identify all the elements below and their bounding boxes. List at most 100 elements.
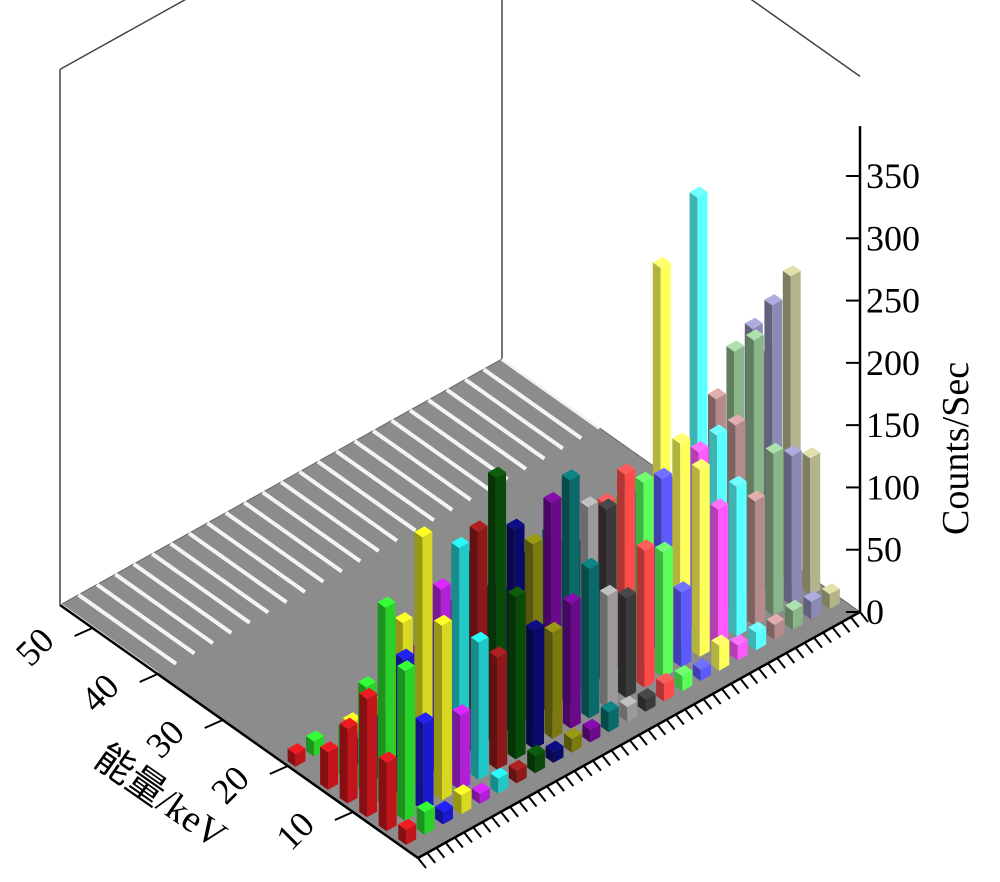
floor-row-line xyxy=(445,388,546,461)
bar-face-front xyxy=(791,450,802,606)
bar-face-top xyxy=(708,388,726,400)
x-axis-tick xyxy=(269,765,289,775)
z-tick-label: 150 xyxy=(866,405,920,445)
bar-face-front xyxy=(773,448,784,616)
bar-mark xyxy=(545,740,564,763)
row-axis-tick xyxy=(684,708,694,720)
bar-face-side xyxy=(729,639,738,661)
bar-face-side xyxy=(785,605,793,630)
floor-row-line xyxy=(279,480,380,553)
bar-face-top xyxy=(600,701,619,713)
bar-face-front xyxy=(570,598,581,729)
bar-face-top xyxy=(561,469,580,481)
bar-face-side xyxy=(545,746,554,763)
bar-face-front xyxy=(552,627,563,739)
bar-face-side xyxy=(710,504,718,647)
bar-face-front xyxy=(367,693,378,818)
bar-face-side xyxy=(415,717,424,811)
bar-mark xyxy=(674,665,693,692)
bar-face-front xyxy=(461,789,472,815)
bar-face-side xyxy=(582,724,591,743)
floor-row-line xyxy=(150,552,251,625)
row-axis-tick xyxy=(656,724,667,736)
bar-face-top xyxy=(674,665,693,677)
bar-mark xyxy=(748,621,767,651)
bar-mark xyxy=(415,712,434,811)
bar-face-top xyxy=(287,743,306,755)
z-tick-label: 300 xyxy=(866,218,920,258)
bar-face-top xyxy=(598,498,617,510)
row-axis-tick xyxy=(546,785,556,797)
row-axis-tick xyxy=(629,739,639,751)
bar-face-top xyxy=(803,590,822,602)
bar-face-side xyxy=(452,709,461,791)
bar-face-side xyxy=(656,678,664,702)
x-axis-tick xyxy=(204,719,224,729)
row-axis-tick xyxy=(748,672,759,685)
bar-face-side xyxy=(655,547,663,678)
bar-face-front xyxy=(811,596,822,620)
row-axis-tick xyxy=(813,637,823,649)
bar-face-front xyxy=(405,665,416,821)
bar-face-side xyxy=(306,736,314,757)
bar-face-front xyxy=(829,588,840,610)
row-axis-tick xyxy=(444,842,455,854)
bar-face-top xyxy=(711,634,730,646)
bar-face-top xyxy=(655,541,673,553)
bar-face-top xyxy=(470,631,489,643)
bar-face-front xyxy=(515,591,526,760)
bar-face-side xyxy=(748,627,756,651)
bar-face-top xyxy=(689,186,708,198)
row-axis-tick xyxy=(693,703,704,715)
row-axis-tick xyxy=(840,621,851,633)
bar-face-front xyxy=(645,693,656,712)
bar-face-top xyxy=(744,317,763,329)
bar-mark xyxy=(711,634,730,671)
row-axis-tick xyxy=(638,734,648,746)
bar-mark xyxy=(489,646,508,770)
row-axis-tick xyxy=(518,801,529,813)
row-axis-tick xyxy=(610,749,621,761)
bar-face-side xyxy=(453,790,462,815)
bar-mark xyxy=(729,634,748,661)
floor-row-line xyxy=(224,511,325,584)
bar-face-side xyxy=(527,750,535,774)
floor-row-line xyxy=(482,367,583,440)
bar-face-side xyxy=(821,588,830,610)
box-edge-line xyxy=(750,0,861,77)
bar-face-side xyxy=(287,748,296,767)
bar-face-front xyxy=(571,733,582,753)
bar-mark xyxy=(508,759,527,784)
bar-face-top xyxy=(765,442,784,454)
bar-mark xyxy=(821,583,840,610)
row-axis-tick xyxy=(822,631,832,644)
z-tick-label: 350 xyxy=(866,156,920,196)
bar-face-side xyxy=(490,773,499,794)
bar-face-front xyxy=(441,620,452,801)
bar-face-top xyxy=(729,634,748,646)
bar-face-top xyxy=(726,340,745,352)
bar-face-top xyxy=(748,621,767,633)
row-axis-tick xyxy=(831,626,842,638)
bar-mark xyxy=(618,587,637,698)
bar-mark xyxy=(785,599,803,630)
bar-face-side xyxy=(416,806,425,835)
bar-face-top xyxy=(545,740,564,752)
bar-face-front xyxy=(607,590,618,709)
bar-face-side xyxy=(564,733,572,753)
row-axis-tick xyxy=(564,775,575,787)
bar-mark xyxy=(673,581,692,668)
row-axis-tick xyxy=(757,667,768,679)
bar-face-front xyxy=(535,750,546,774)
bar-face-top xyxy=(469,520,488,532)
row-axis-tick xyxy=(794,647,805,659)
bar-face-front xyxy=(663,678,674,702)
bar-face-front xyxy=(423,717,434,811)
row-axis-tick xyxy=(527,795,538,808)
bar-face-top xyxy=(673,581,692,593)
x-tick-label: 10 xyxy=(268,804,322,858)
bar-face-top xyxy=(396,648,414,660)
bar-mark xyxy=(526,619,544,750)
bar-face-top xyxy=(692,658,711,670)
